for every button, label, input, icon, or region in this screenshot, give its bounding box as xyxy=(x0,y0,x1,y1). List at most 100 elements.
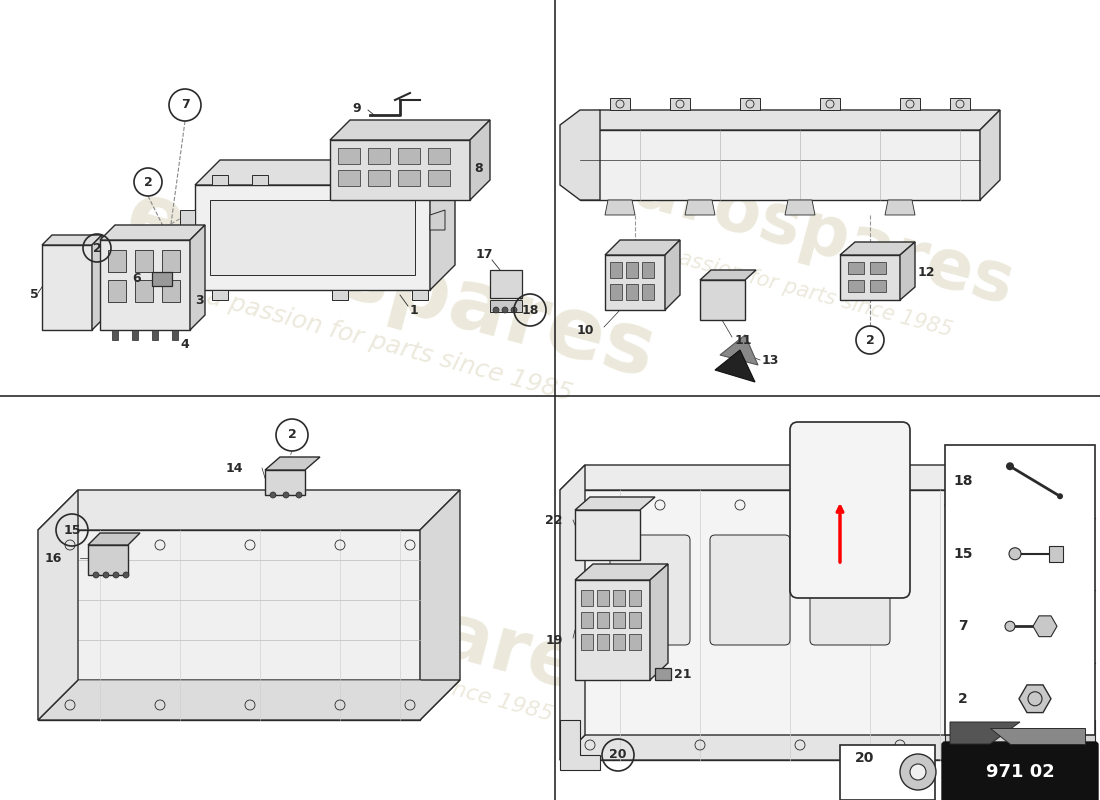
Polygon shape xyxy=(715,350,755,382)
FancyBboxPatch shape xyxy=(428,170,450,186)
FancyBboxPatch shape xyxy=(613,634,625,650)
Text: 17: 17 xyxy=(476,249,494,262)
Circle shape xyxy=(900,754,936,790)
Text: 18: 18 xyxy=(521,303,539,317)
Polygon shape xyxy=(580,110,1000,130)
Polygon shape xyxy=(575,580,650,680)
FancyBboxPatch shape xyxy=(870,262,886,274)
Text: 14: 14 xyxy=(226,462,243,474)
Polygon shape xyxy=(575,510,640,560)
Text: a passion for parts since 1985: a passion for parts since 1985 xyxy=(205,285,575,406)
Polygon shape xyxy=(820,98,840,110)
Text: 11: 11 xyxy=(735,334,752,346)
Text: eurospares: eurospares xyxy=(117,174,664,395)
FancyBboxPatch shape xyxy=(790,422,910,598)
Polygon shape xyxy=(650,564,668,680)
Text: 2: 2 xyxy=(144,175,153,189)
Circle shape xyxy=(296,492,303,498)
Circle shape xyxy=(113,572,119,578)
Text: 19: 19 xyxy=(546,634,563,646)
Polygon shape xyxy=(560,465,984,490)
Polygon shape xyxy=(605,255,665,310)
Polygon shape xyxy=(265,457,320,470)
Polygon shape xyxy=(39,490,78,720)
FancyBboxPatch shape xyxy=(945,445,1094,735)
Circle shape xyxy=(502,307,508,313)
Polygon shape xyxy=(332,290,348,300)
FancyBboxPatch shape xyxy=(162,250,180,272)
Text: eurospares: eurospares xyxy=(147,522,632,718)
Polygon shape xyxy=(666,240,680,310)
FancyBboxPatch shape xyxy=(626,284,638,300)
Circle shape xyxy=(123,572,129,578)
Polygon shape xyxy=(92,235,102,330)
Polygon shape xyxy=(840,255,900,300)
FancyBboxPatch shape xyxy=(338,148,360,164)
Polygon shape xyxy=(212,175,228,185)
FancyBboxPatch shape xyxy=(135,250,153,272)
FancyBboxPatch shape xyxy=(490,300,522,312)
FancyBboxPatch shape xyxy=(642,262,654,278)
Polygon shape xyxy=(195,160,455,185)
Polygon shape xyxy=(412,290,428,300)
Circle shape xyxy=(270,492,276,498)
Polygon shape xyxy=(42,235,102,245)
Polygon shape xyxy=(88,545,128,575)
Polygon shape xyxy=(605,240,680,255)
Circle shape xyxy=(94,572,99,578)
FancyBboxPatch shape xyxy=(629,590,641,606)
Text: 18: 18 xyxy=(954,474,972,488)
Polygon shape xyxy=(560,465,585,760)
Polygon shape xyxy=(190,225,205,330)
Text: 5: 5 xyxy=(30,289,38,302)
FancyBboxPatch shape xyxy=(490,270,522,298)
FancyBboxPatch shape xyxy=(108,250,126,272)
Polygon shape xyxy=(950,722,1020,744)
Polygon shape xyxy=(112,330,118,340)
Polygon shape xyxy=(180,210,195,230)
Polygon shape xyxy=(575,497,654,510)
Polygon shape xyxy=(900,242,915,300)
Polygon shape xyxy=(980,110,1000,200)
Circle shape xyxy=(103,572,109,578)
Text: 2: 2 xyxy=(92,242,101,254)
Polygon shape xyxy=(886,200,915,215)
Circle shape xyxy=(283,492,289,498)
Text: 9: 9 xyxy=(352,102,361,114)
Polygon shape xyxy=(1033,616,1057,637)
Polygon shape xyxy=(372,175,388,185)
Circle shape xyxy=(1005,622,1015,631)
Polygon shape xyxy=(700,280,745,320)
Text: 15: 15 xyxy=(954,546,972,561)
Polygon shape xyxy=(560,735,984,760)
Polygon shape xyxy=(39,530,420,720)
Text: 15: 15 xyxy=(64,523,80,537)
Polygon shape xyxy=(470,120,490,200)
FancyBboxPatch shape xyxy=(613,612,625,628)
Text: 2: 2 xyxy=(287,429,296,442)
Text: 20: 20 xyxy=(609,749,627,762)
Polygon shape xyxy=(900,98,920,110)
Text: a passion for parts since 1985: a passion for parts since 1985 xyxy=(226,619,556,725)
Polygon shape xyxy=(560,720,600,770)
Text: 12: 12 xyxy=(918,266,935,278)
Polygon shape xyxy=(210,200,415,275)
Text: 6: 6 xyxy=(132,271,141,285)
Polygon shape xyxy=(332,175,348,185)
Polygon shape xyxy=(180,255,195,270)
Text: 7: 7 xyxy=(958,619,968,634)
FancyBboxPatch shape xyxy=(597,634,609,650)
FancyBboxPatch shape xyxy=(848,262,864,274)
Text: eurospares: eurospares xyxy=(579,141,1021,319)
FancyBboxPatch shape xyxy=(581,612,593,628)
FancyBboxPatch shape xyxy=(654,668,671,680)
FancyBboxPatch shape xyxy=(613,590,625,606)
Polygon shape xyxy=(39,680,460,720)
FancyBboxPatch shape xyxy=(642,284,654,300)
Polygon shape xyxy=(605,200,635,215)
Polygon shape xyxy=(840,242,915,255)
Polygon shape xyxy=(39,490,460,530)
Text: 971 02: 971 02 xyxy=(986,763,1055,781)
Text: 1: 1 xyxy=(410,303,419,317)
FancyBboxPatch shape xyxy=(848,280,864,292)
